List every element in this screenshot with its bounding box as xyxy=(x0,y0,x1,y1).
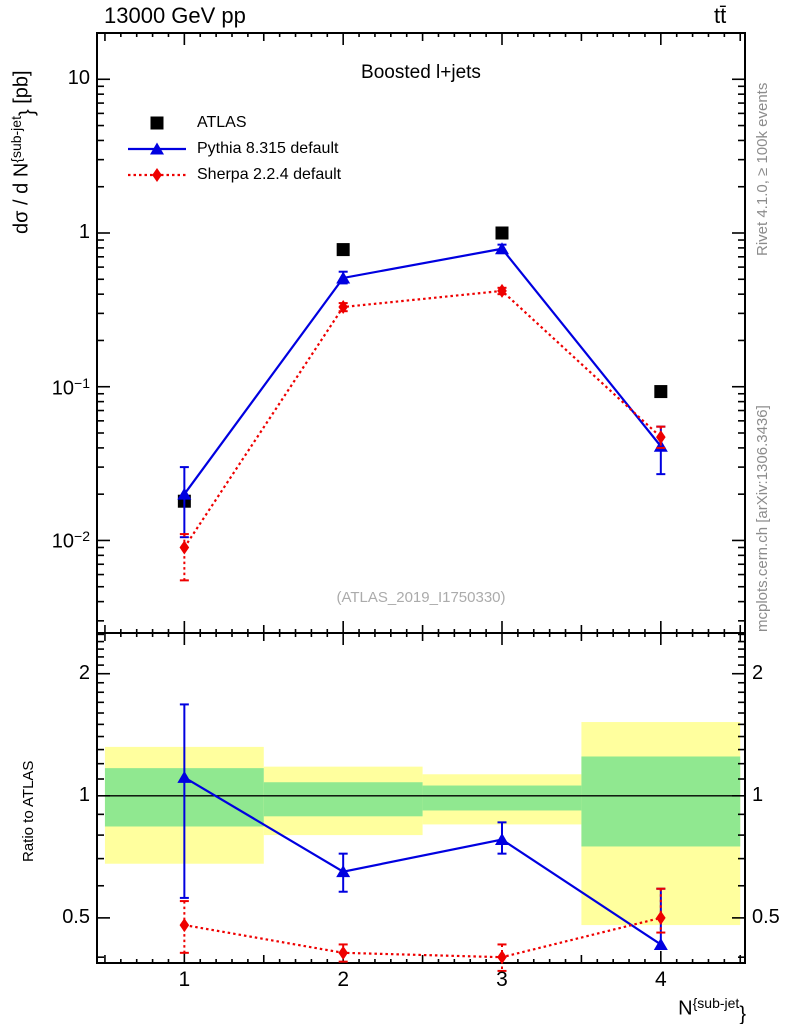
main-y-axis-label: dσ / d N{sub-jet} [pb] xyxy=(8,70,39,234)
legend-item: Sherpa 2.2.4 default xyxy=(126,162,341,188)
ratio-y-tick-label: 2 xyxy=(78,661,90,684)
x-tick-label: 2 xyxy=(337,968,350,991)
x-axis-label: N{sub-jet} xyxy=(678,995,746,1024)
ratio-y-tick-label: 1 xyxy=(78,783,90,806)
ratio-y-tick-label-right: 0.5 xyxy=(752,905,780,928)
legend-label: Sherpa 2.2.4 default xyxy=(197,166,342,183)
series-pythia-ratio xyxy=(177,703,668,950)
analysis-watermark: (ATLAS_2019_I1750330) xyxy=(336,589,506,606)
diamond-marker-icon xyxy=(128,168,186,182)
rivet-version-note: Rivet 4.1.0, ≥ 100k events xyxy=(754,82,771,256)
series-sherpa-ratio xyxy=(179,887,666,972)
ratio-y-axis-label: Ratio to ATLAS xyxy=(20,760,37,862)
legend-label: ATLAS xyxy=(197,114,247,131)
legend-item: Pythia 8.315 default xyxy=(126,136,341,162)
series-sherpa-main xyxy=(179,283,666,582)
triangle-marker-icon xyxy=(128,142,186,155)
ratio-y-tick-label: 0.5 xyxy=(62,905,90,928)
square-marker-icon xyxy=(150,116,164,130)
main-y-tick-label: 10 xyxy=(67,67,90,90)
legend: ATLAS Pythia 8.315 default Sherpa 2.2.4 de… xyxy=(126,110,341,188)
main-y-tick-label: 10−1 xyxy=(51,374,90,400)
ratio-y-tick-label-right: 2 xyxy=(752,661,764,684)
x-tick-label: 3 xyxy=(496,968,508,991)
main-y-tick-label: 10−2 xyxy=(51,528,90,553)
ratio-uncertainty-bands xyxy=(104,722,741,926)
series-atlas-main xyxy=(177,226,668,508)
axis-ticks xyxy=(97,33,745,963)
plot-title: Boosted l+jets xyxy=(361,62,481,83)
ratio-y-tick-label-right: 1 xyxy=(752,783,764,806)
x-tick-label: 1 xyxy=(178,968,191,991)
main-y-tick-label: 1 xyxy=(78,221,90,243)
ratio-panel-frame xyxy=(96,632,746,964)
mcplots-note: mcplots.cern.ch [arXiv:1306.3436] xyxy=(754,405,771,632)
legend-label: Pythia 8.315 default xyxy=(197,140,339,157)
series-pythia-main xyxy=(177,242,668,539)
x-tick-label: 4 xyxy=(654,968,667,991)
legend-item: ATLAS xyxy=(126,110,341,136)
process-label: tt̄ xyxy=(714,3,727,28)
beam-energy-label: 13000 GeV pp xyxy=(104,3,246,28)
